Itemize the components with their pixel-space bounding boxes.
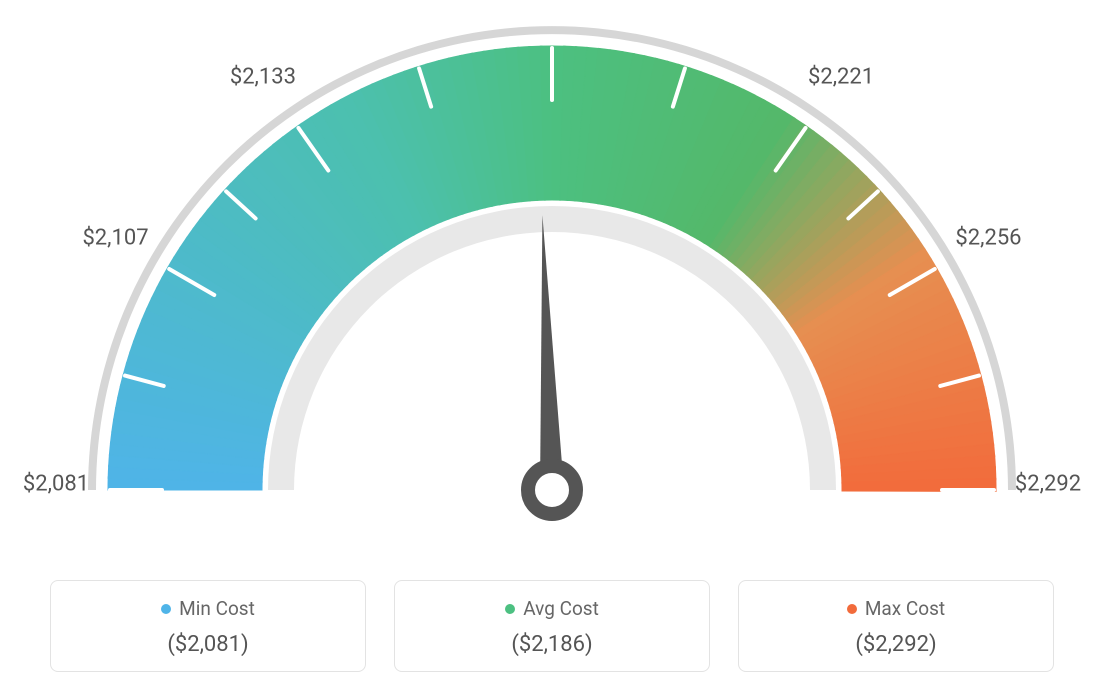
cost-gauge: $2,081 $2,107 $2,133 $2,186 $2,221 $2,256 $2,2… xyxy=(0,0,1104,560)
min-dot-icon xyxy=(161,604,171,614)
gauge-tick-label: $2,133 xyxy=(230,65,296,90)
avg-cost-card: Avg Cost ($2,186) xyxy=(394,580,710,672)
avg-cost-title: Avg Cost xyxy=(403,597,701,620)
gauge-tick-label: $2,107 xyxy=(82,226,148,251)
max-cost-card: Max Cost ($2,292) xyxy=(738,580,1054,672)
min-cost-card: Min Cost ($2,081) xyxy=(50,580,366,672)
max-cost-value: ($2,292) xyxy=(747,632,1045,657)
avg-cost-label: Avg Cost xyxy=(523,597,599,620)
summary-cards: Min Cost ($2,081) Avg Cost ($2,186) Max … xyxy=(50,580,1054,672)
avg-dot-icon xyxy=(505,604,515,614)
min-cost-label: Min Cost xyxy=(179,597,255,620)
gauge-svg xyxy=(0,0,1104,560)
max-cost-label: Max Cost xyxy=(865,597,945,620)
max-cost-title: Max Cost xyxy=(747,597,1045,620)
gauge-tick-label: $2,081 xyxy=(23,472,89,497)
avg-cost-value: ($2,186) xyxy=(403,632,701,657)
gauge-tick-label: $2,221 xyxy=(808,65,874,90)
min-cost-value: ($2,081) xyxy=(59,632,357,657)
gauge-tick-label: $2,256 xyxy=(955,226,1021,251)
min-cost-title: Min Cost xyxy=(59,597,357,620)
max-dot-icon xyxy=(847,604,857,614)
gauge-tick-label: $2,186 xyxy=(519,0,585,3)
gauge-tick-label: $2,292 xyxy=(1015,472,1081,497)
